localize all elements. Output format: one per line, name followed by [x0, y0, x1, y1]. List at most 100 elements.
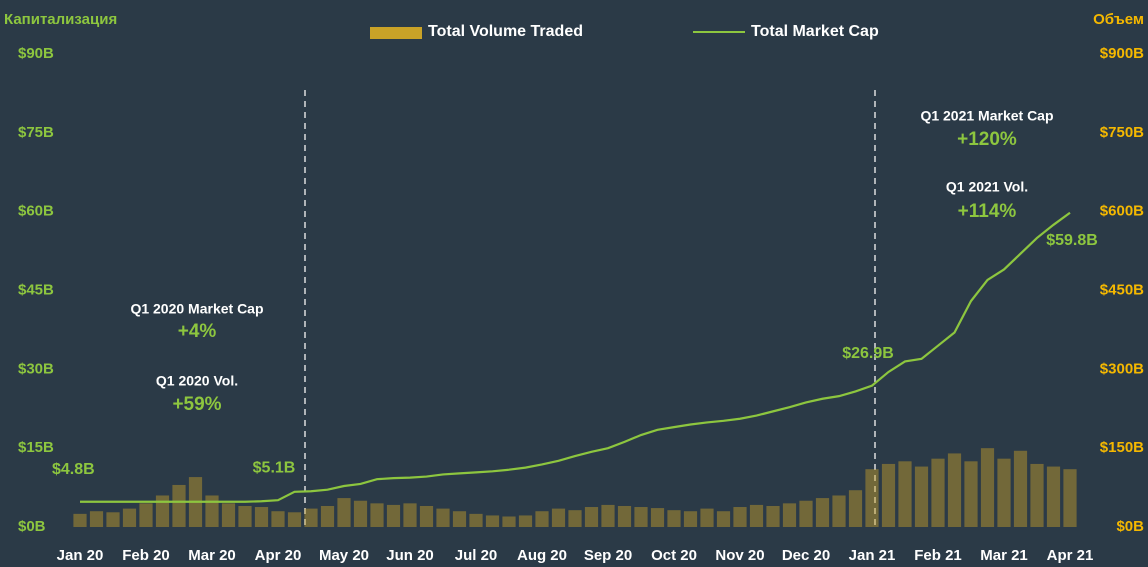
bar	[386, 504, 401, 527]
data-label: $5.1B	[253, 459, 296, 476]
bar	[848, 490, 863, 527]
bar	[155, 495, 170, 527]
y2-tick-label: $750B	[1100, 124, 1144, 141]
bar	[502, 516, 516, 527]
bar	[1046, 466, 1061, 527]
bar	[782, 503, 797, 527]
y2-tick-label: $900B	[1100, 45, 1144, 62]
bar	[733, 507, 747, 527]
x-tick-label: Apr 21	[1047, 547, 1094, 564]
bar	[370, 503, 384, 527]
y-tick-label: $0B	[18, 518, 46, 535]
bar	[304, 508, 318, 527]
bar	[584, 507, 599, 527]
bar	[73, 513, 87, 527]
y2-tick-label: $450B	[1100, 281, 1144, 298]
bar	[1013, 450, 1028, 527]
bar	[419, 505, 434, 527]
y2-tick-label: $150B	[1100, 439, 1144, 456]
x-tick-label: Jan 21	[849, 547, 896, 564]
bar	[617, 505, 632, 527]
bar	[139, 503, 153, 527]
y2-axis-title: Объем	[1093, 11, 1144, 28]
data-label: $26.9B	[842, 345, 894, 362]
legend-swatch	[370, 27, 422, 39]
x-tick-label: Aug 20	[517, 547, 567, 564]
annotation-value: +120%	[957, 129, 1017, 150]
y-tick-label: $75B	[18, 124, 54, 141]
legend-label: Total Volume Traded	[428, 23, 583, 40]
bar	[403, 503, 417, 527]
x-tick-label: May 20	[319, 547, 369, 564]
bar	[601, 504, 615, 527]
bar	[766, 505, 780, 527]
legend-label: Total Market Cap	[751, 23, 879, 40]
bar	[271, 511, 285, 527]
bar	[287, 512, 302, 527]
bar	[205, 495, 219, 527]
y-axis-title: Капитализация	[4, 11, 117, 28]
bar	[980, 448, 995, 527]
data-label: $59.8B	[1046, 232, 1098, 249]
x-tick-label: Mar 20	[188, 547, 236, 564]
bar	[799, 500, 813, 527]
x-tick-label: Jan 20	[57, 547, 104, 564]
y-tick-label: $45B	[18, 281, 54, 298]
y2-tick-label: $600B	[1100, 203, 1144, 220]
annotation-label: Q1 2021 Vol.	[946, 179, 1028, 195]
bar	[469, 513, 483, 527]
annotation-label: Q1 2020 Market Cap	[130, 301, 263, 317]
annotation-label: Q1 2021 Market Cap	[920, 108, 1053, 124]
data-label: $4.8B	[52, 461, 95, 478]
x-tick-label: Dec 20	[782, 547, 830, 564]
bar	[221, 503, 236, 527]
bar	[914, 466, 929, 527]
bar	[436, 508, 450, 527]
x-tick-label: Mar 21	[980, 547, 1028, 564]
bar	[568, 510, 582, 527]
bar	[865, 469, 879, 527]
bar	[122, 508, 137, 527]
bar	[452, 511, 467, 527]
y-tick-label: $90B	[18, 45, 54, 62]
bar	[535, 511, 549, 527]
bar	[947, 453, 962, 527]
bar	[172, 484, 186, 527]
bar	[238, 505, 252, 527]
bar	[485, 515, 500, 527]
bar	[353, 500, 368, 527]
x-tick-label: Apr 20	[255, 547, 302, 564]
bar	[997, 458, 1011, 527]
bar	[337, 498, 351, 527]
bar	[89, 511, 104, 527]
bar	[254, 507, 269, 527]
y-tick-label: $30B	[18, 360, 54, 377]
bar	[634, 507, 648, 527]
bar	[1030, 463, 1044, 527]
x-tick-label: Sep 20	[584, 547, 632, 564]
bar	[683, 511, 698, 527]
bar	[898, 461, 912, 527]
annotation-value: +114%	[958, 201, 1017, 222]
bar	[551, 508, 566, 527]
bar	[832, 495, 846, 527]
x-tick-label: Nov 20	[715, 547, 764, 564]
bar	[700, 508, 714, 527]
bar	[1063, 469, 1077, 527]
bar	[518, 515, 533, 527]
annotation-value: +59%	[172, 394, 221, 415]
bar	[320, 505, 335, 527]
x-tick-label: Jul 20	[455, 547, 498, 564]
bar	[815, 498, 830, 527]
bar	[964, 461, 978, 527]
y2-tick-label: $300B	[1100, 360, 1144, 377]
bar	[749, 504, 764, 527]
bar	[716, 511, 731, 527]
annotation-value: +4%	[178, 321, 217, 342]
annotation-label: Q1 2020 Vol.	[156, 373, 238, 389]
bar	[881, 463, 896, 527]
y-tick-label: $15B	[18, 439, 54, 456]
x-tick-label: Feb 20	[122, 547, 170, 564]
y2-tick-label: $0B	[1116, 518, 1144, 535]
